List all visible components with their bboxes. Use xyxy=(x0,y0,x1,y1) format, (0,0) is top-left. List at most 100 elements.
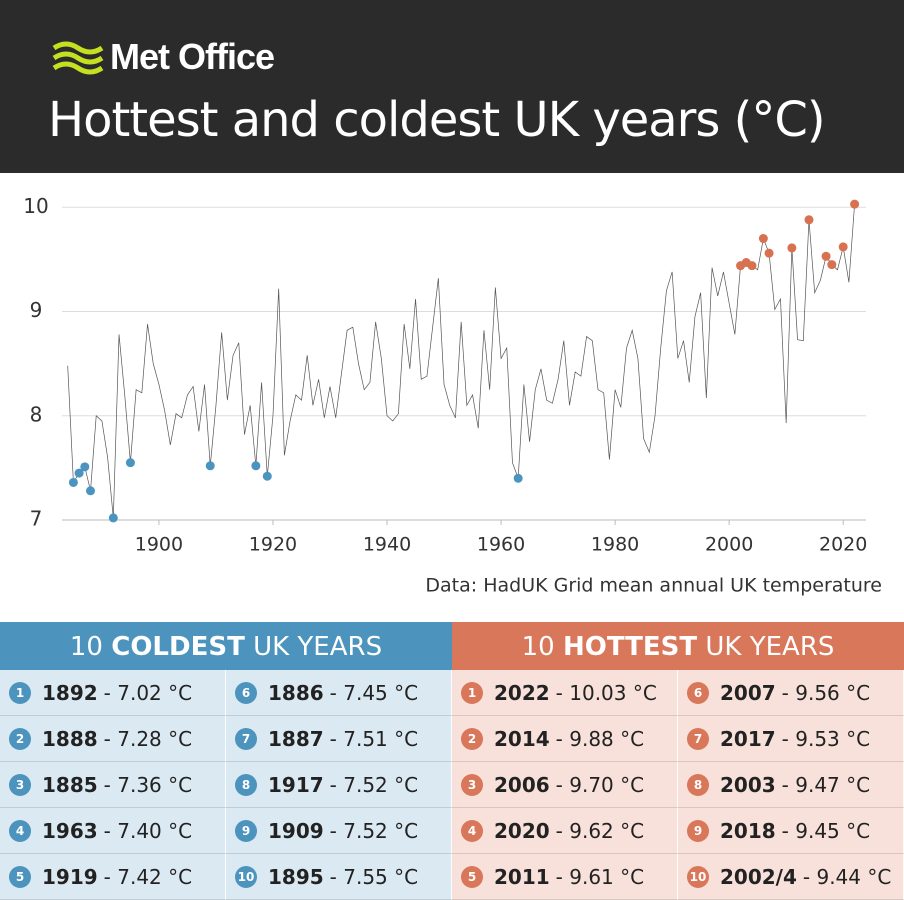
rank: 3 xyxy=(9,773,31,796)
value: - 7.02 °C xyxy=(103,680,193,705)
hottest-table: 10 HOTTEST UK YEARS 1 2022- 10.03 °C 2 2014-… xyxy=(452,622,904,900)
marker xyxy=(758,234,768,244)
rank: 2 xyxy=(461,727,483,750)
row: 3 2006- 9.70 °C xyxy=(452,762,678,808)
y-tick-label: 8 xyxy=(30,402,43,426)
value: - 9.44 °C xyxy=(802,864,892,889)
value: - 7.40 °C xyxy=(103,818,193,843)
rank: 1 xyxy=(9,681,31,704)
header-text: HOTTEST xyxy=(562,632,698,662)
value: - 7.52 °C xyxy=(329,772,419,797)
row: 5 1919- 7.42 °C xyxy=(0,854,226,900)
y-tick-label: 7 xyxy=(30,507,43,531)
marker xyxy=(205,461,215,471)
x-tick-label: 1980 xyxy=(591,534,639,556)
header-text: UK YEARS xyxy=(244,632,383,662)
value: - 9.70 °C xyxy=(555,772,645,797)
value: - 7.45 °C xyxy=(329,680,419,705)
x-tick-label: 2000 xyxy=(705,534,753,556)
rank: 10 xyxy=(687,865,709,888)
title: Hottest and coldest UK years (°C) xyxy=(48,92,826,148)
row: 7 1887- 7.51 °C xyxy=(226,716,452,762)
table-header: 10 COLDEST UK YEARS xyxy=(0,622,452,670)
year: 2014 xyxy=(494,726,550,751)
year: 1919 xyxy=(42,864,98,889)
marker xyxy=(74,468,84,478)
row: 10 1895- 7.55 °C xyxy=(226,854,452,900)
year: 1888 xyxy=(42,726,98,751)
row: 7 2017- 9.53 °C xyxy=(678,716,904,762)
logo xyxy=(52,41,104,75)
value: - 7.55 °C xyxy=(329,864,419,889)
rank: 5 xyxy=(9,865,31,888)
row: 4 1963- 7.40 °C xyxy=(0,808,226,854)
row: 10 2002/4- 9.44 °C xyxy=(678,854,904,900)
rank: 8 xyxy=(687,773,709,796)
marker xyxy=(108,513,118,523)
year: 2022 xyxy=(494,680,550,705)
rank: 8 xyxy=(235,773,257,796)
year: 2017 xyxy=(720,726,776,751)
marker xyxy=(827,260,837,270)
marker xyxy=(850,199,860,209)
year: 2007 xyxy=(720,680,776,705)
rank: 9 xyxy=(687,819,709,842)
source: Data: HadUK Grid mean annual UK temperat… xyxy=(425,575,882,597)
marker xyxy=(821,251,831,261)
marker xyxy=(262,471,272,481)
rank: 9 xyxy=(235,819,257,842)
rank: 4 xyxy=(461,819,483,842)
marker xyxy=(125,458,135,468)
marker xyxy=(68,477,78,487)
x-tick-label: 1940 xyxy=(363,534,411,556)
year: 1892 xyxy=(42,680,98,705)
rank: 6 xyxy=(235,681,257,704)
value: - 9.47 °C xyxy=(781,772,871,797)
row: 8 2003- 9.47 °C xyxy=(678,762,904,808)
value: - 9.45 °C xyxy=(781,818,871,843)
value: - 7.28 °C xyxy=(103,726,193,751)
row: 6 2007- 9.56 °C xyxy=(678,670,904,716)
rank: 4 xyxy=(9,819,31,842)
marker xyxy=(86,486,96,496)
x-tick-label: 1900 xyxy=(135,534,183,556)
line xyxy=(67,204,855,518)
year: 1886 xyxy=(268,680,324,705)
x-tick-label: 1960 xyxy=(477,534,525,556)
marker xyxy=(804,215,814,225)
year: 2002/4 xyxy=(720,864,797,889)
header-text: 10 xyxy=(69,632,112,662)
header: Met Office Hottest and coldest UK years … xyxy=(0,0,904,173)
marker xyxy=(787,243,797,253)
brand: Met Office xyxy=(110,36,275,77)
value: - 7.51 °C xyxy=(329,726,419,751)
x-tick-label: 2020 xyxy=(819,534,867,556)
year: 2011 xyxy=(494,864,550,889)
rows: 1 2022- 10.03 °C 2 2014- 9.88 °C 3 2006- 9.70… xyxy=(452,670,904,900)
coldest-table: 10 COLDEST UK YEARS 1 1892- 7.02 °C 2 1888- … xyxy=(0,622,452,900)
rank: 7 xyxy=(687,727,709,750)
row: 6 1886- 7.45 °C xyxy=(226,670,452,716)
row: 1 2022- 10.03 °C xyxy=(452,670,678,716)
year: 1895 xyxy=(268,864,324,889)
year: 1917 xyxy=(268,772,324,797)
rank: 6 xyxy=(687,681,709,704)
year: 1885 xyxy=(42,772,98,797)
table-header: 10 HOTTEST UK YEARS xyxy=(452,622,904,670)
marker xyxy=(736,261,746,271)
value: - 7.42 °C xyxy=(103,864,193,889)
year: 2003 xyxy=(720,772,776,797)
rank: 2 xyxy=(9,727,31,750)
header-text: COLDEST xyxy=(111,632,245,662)
value: - 9.62 °C xyxy=(555,818,645,843)
marker xyxy=(513,473,523,483)
rank: 10 xyxy=(235,865,257,888)
y-tick-label: 10 xyxy=(23,194,48,218)
year: 1909 xyxy=(268,818,324,843)
x-tick-label: 1920 xyxy=(249,534,297,556)
year: 1963 xyxy=(42,818,98,843)
year: 2020 xyxy=(494,818,550,843)
marker xyxy=(747,261,757,271)
row: 9 1909- 7.52 °C xyxy=(226,808,452,854)
